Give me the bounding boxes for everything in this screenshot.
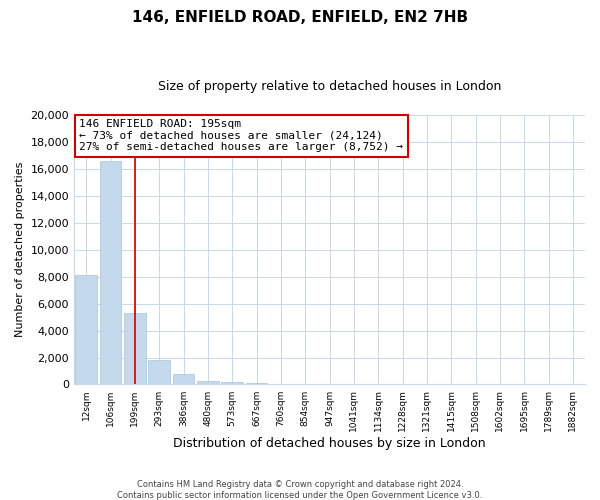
Bar	[148, 360, 170, 384]
Bar	[173, 374, 194, 384]
Bar	[245, 382, 268, 384]
X-axis label: Distribution of detached houses by size in London: Distribution of detached houses by size …	[173, 437, 486, 450]
Text: 146 ENFIELD ROAD: 195sqm
← 73% of detached houses are smaller (24,124)
27% of se: 146 ENFIELD ROAD: 195sqm ← 73% of detach…	[79, 119, 403, 152]
Text: 146, ENFIELD ROAD, ENFIELD, EN2 7HB: 146, ENFIELD ROAD, ENFIELD, EN2 7HB	[132, 10, 468, 25]
Y-axis label: Number of detached properties: Number of detached properties	[15, 162, 25, 338]
Bar	[100, 162, 121, 384]
Text: Contains HM Land Registry data © Crown copyright and database right 2024.
Contai: Contains HM Land Registry data © Crown c…	[118, 480, 482, 500]
Bar	[197, 380, 219, 384]
Title: Size of property relative to detached houses in London: Size of property relative to detached ho…	[158, 80, 501, 93]
Bar	[75, 274, 97, 384]
Bar	[221, 382, 243, 384]
Bar	[124, 313, 146, 384]
